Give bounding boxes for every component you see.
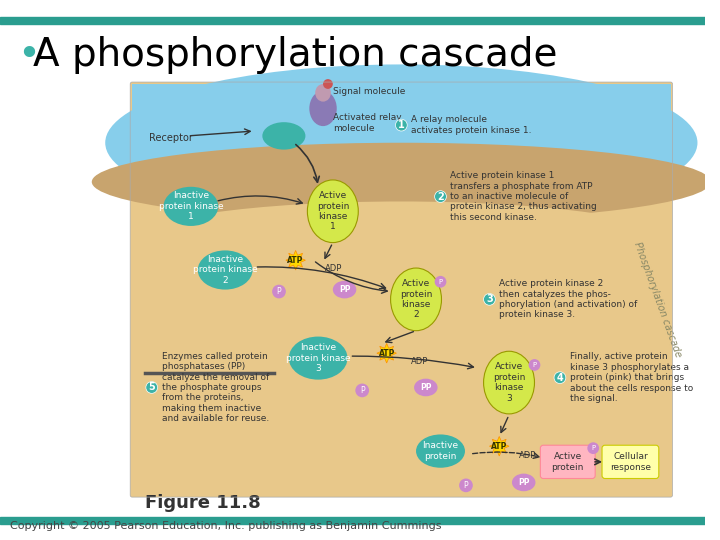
- Text: P: P: [591, 445, 595, 451]
- Text: Inactive
protein kinase
1: Inactive protein kinase 1: [158, 192, 223, 221]
- Text: 5: 5: [148, 382, 155, 393]
- Ellipse shape: [310, 91, 337, 126]
- Text: Active
protein: Active protein: [552, 452, 584, 471]
- Text: 3: 3: [486, 294, 492, 305]
- Bar: [0, 17, 705, 24]
- Ellipse shape: [356, 383, 369, 397]
- Polygon shape: [377, 343, 397, 363]
- Text: Enzymes called protein
phosphatases (PP)
catalyze the removal of
the phosphate g: Enzymes called protein phosphatases (PP)…: [161, 352, 269, 423]
- Circle shape: [484, 294, 495, 305]
- Text: PP: PP: [420, 383, 431, 392]
- Text: ATP: ATP: [287, 256, 304, 265]
- Text: Receptor: Receptor: [149, 133, 193, 143]
- Text: P: P: [438, 279, 443, 285]
- Circle shape: [395, 119, 408, 131]
- Circle shape: [146, 382, 158, 393]
- Text: ADP: ADP: [411, 356, 428, 366]
- Text: Finally, active protein
kinase 3 phosphorylates a
protein (pink) that brings
abo: Finally, active protein kinase 3 phospho…: [570, 353, 693, 403]
- Text: •: •: [17, 36, 40, 73]
- Ellipse shape: [262, 122, 305, 150]
- Text: ATP: ATP: [491, 442, 508, 451]
- Text: ADP: ADP: [325, 264, 343, 273]
- Ellipse shape: [315, 84, 331, 102]
- Polygon shape: [286, 251, 305, 270]
- Text: 1: 1: [398, 120, 405, 130]
- Text: PP: PP: [518, 478, 529, 487]
- Text: Phosphorylation cascade: Phosphorylation cascade: [632, 240, 683, 359]
- Ellipse shape: [272, 285, 286, 299]
- Ellipse shape: [333, 281, 356, 299]
- Ellipse shape: [307, 180, 359, 242]
- Ellipse shape: [132, 201, 670, 280]
- Text: 4: 4: [557, 373, 563, 383]
- Text: P: P: [464, 481, 468, 490]
- Text: PP: PP: [339, 285, 351, 294]
- Ellipse shape: [588, 442, 599, 454]
- Text: ATP: ATP: [379, 349, 395, 357]
- Ellipse shape: [435, 276, 446, 288]
- Ellipse shape: [512, 474, 536, 491]
- FancyBboxPatch shape: [130, 82, 672, 497]
- Text: Figure 11.8: Figure 11.8: [145, 494, 261, 512]
- Text: Active
protein
kinase
3: Active protein kinase 3: [493, 362, 525, 403]
- FancyBboxPatch shape: [602, 445, 659, 478]
- Bar: [132, 84, 670, 145]
- Ellipse shape: [528, 359, 540, 371]
- Text: P: P: [532, 362, 536, 368]
- Ellipse shape: [105, 64, 698, 221]
- Text: A phosphorylation cascade: A phosphorylation cascade: [33, 36, 558, 73]
- Bar: [0, 517, 705, 524]
- Circle shape: [554, 372, 566, 383]
- Ellipse shape: [484, 351, 534, 414]
- Ellipse shape: [414, 379, 438, 396]
- Text: P: P: [360, 386, 364, 395]
- Text: Active
protein
kinase
1: Active protein kinase 1: [317, 191, 349, 231]
- Ellipse shape: [289, 336, 348, 380]
- Polygon shape: [490, 436, 509, 456]
- Text: Inactive
protein kinase
2: Inactive protein kinase 2: [193, 255, 258, 285]
- Text: Active protein kinase 1
transfers a phosphate from ATP
to an inactive molecule o: Active protein kinase 1 transfers a phos…: [450, 171, 597, 222]
- FancyBboxPatch shape: [540, 445, 595, 478]
- Text: P: P: [276, 287, 282, 296]
- Text: Active protein kinase 2
then catalyzes the phos-
phorylation (and activation) of: Active protein kinase 2 then catalyzes t…: [499, 279, 637, 320]
- Ellipse shape: [416, 435, 465, 468]
- Ellipse shape: [323, 79, 333, 89]
- Text: A relay molecule
activates protein kinase 1.: A relay molecule activates protein kinas…: [411, 116, 531, 135]
- Text: Activated relay
molecule: Activated relay molecule: [333, 113, 402, 133]
- Text: ADP: ADP: [519, 451, 536, 461]
- Ellipse shape: [163, 187, 218, 226]
- Text: Inactive
protein: Inactive protein: [423, 441, 459, 461]
- Text: 2: 2: [437, 192, 444, 201]
- Text: Signal molecule: Signal molecule: [333, 87, 405, 96]
- Text: Inactive
protein kinase
3: Inactive protein kinase 3: [286, 343, 351, 373]
- Ellipse shape: [459, 478, 473, 492]
- Ellipse shape: [390, 268, 441, 330]
- Text: Copyright © 2005 Pearson Education, Inc. publishing as Benjamin Cummings: Copyright © 2005 Pearson Education, Inc.…: [10, 522, 441, 531]
- Text: Cellular
response: Cellular response: [610, 452, 651, 471]
- Circle shape: [435, 191, 446, 202]
- Ellipse shape: [91, 143, 711, 221]
- Ellipse shape: [198, 251, 253, 289]
- Text: Active
protein
kinase
2: Active protein kinase 2: [400, 279, 432, 320]
